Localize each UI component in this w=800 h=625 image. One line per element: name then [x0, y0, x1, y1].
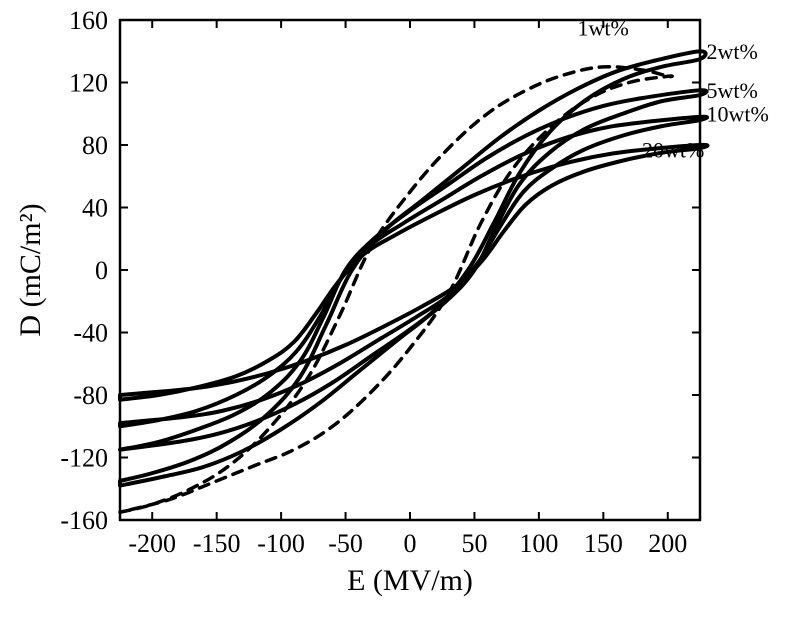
x-tick-label: -50 — [328, 529, 363, 558]
chart-container: -200 -150 -100 -50 0 50 100 150 200 -160 -120 -80 -4… — [0, 0, 800, 625]
y-tick-label: 40 — [82, 194, 108, 223]
y-tick-label: -80 — [73, 381, 108, 410]
x-tick-label: 150 — [584, 529, 623, 558]
y-axis-label: D (mC/m²) — [14, 203, 47, 336]
y-tick-label: 0 — [95, 256, 108, 285]
x-tick-label: 100 — [519, 529, 558, 558]
y-tick-label: 80 — [82, 131, 108, 160]
series-label: 20wt% — [642, 138, 704, 163]
x-tick-label: 50 — [461, 529, 487, 558]
y-tick-label: -160 — [60, 506, 108, 535]
series-label: 10wt% — [706, 102, 768, 127]
y-tick-label: -40 — [73, 319, 108, 348]
series-label: 1wt% — [578, 16, 629, 41]
series-label: 2wt% — [706, 39, 757, 64]
x-tick-label: -150 — [193, 529, 241, 558]
x-tick-label: -200 — [128, 529, 176, 558]
y-tick-label: 160 — [69, 6, 108, 35]
x-tick-label: -100 — [257, 529, 305, 558]
y-tick-label: 120 — [69, 69, 108, 98]
x-tick-label: 200 — [648, 529, 687, 558]
series-label: 5wt% — [706, 78, 757, 103]
chart-svg: -200 -150 -100 -50 0 50 100 150 200 -160 -120 -80 -4… — [0, 0, 800, 625]
y-tick-label: -120 — [60, 444, 108, 473]
x-axis-label: E (MV/m) — [347, 564, 473, 597]
x-tick-label: 0 — [404, 529, 417, 558]
